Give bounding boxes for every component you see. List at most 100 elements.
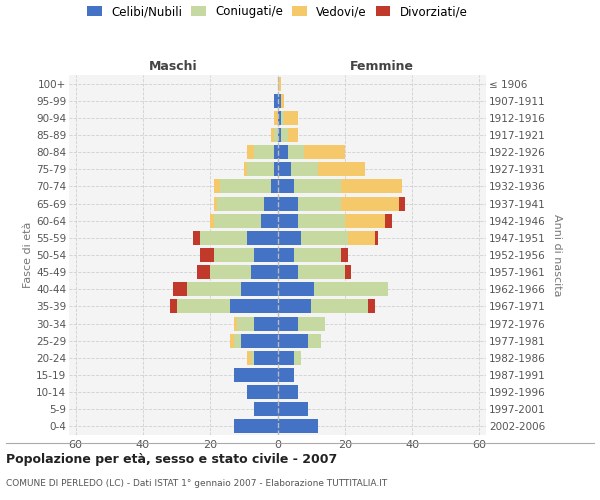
- Y-axis label: Fasce di età: Fasce di età: [23, 222, 33, 288]
- Bar: [304, 145, 345, 159]
- Bar: [277, 231, 301, 245]
- Bar: [237, 316, 254, 330]
- Bar: [277, 316, 298, 330]
- Bar: [214, 248, 254, 262]
- Bar: [260, 214, 277, 228]
- Bar: [247, 231, 277, 245]
- Bar: [200, 231, 247, 245]
- Bar: [277, 300, 311, 314]
- Bar: [385, 214, 392, 228]
- Bar: [341, 248, 348, 262]
- Bar: [234, 368, 277, 382]
- Bar: [193, 231, 200, 245]
- Bar: [277, 76, 281, 90]
- Bar: [247, 351, 251, 365]
- Bar: [348, 231, 375, 245]
- Bar: [187, 282, 241, 296]
- Bar: [298, 196, 341, 210]
- Bar: [254, 248, 277, 262]
- Bar: [247, 162, 274, 176]
- Bar: [398, 196, 405, 210]
- Bar: [254, 145, 274, 159]
- Bar: [277, 145, 287, 159]
- Bar: [277, 351, 295, 365]
- Bar: [251, 351, 254, 365]
- Bar: [277, 111, 281, 125]
- Bar: [291, 162, 318, 176]
- Bar: [281, 111, 284, 125]
- Bar: [210, 265, 251, 279]
- Y-axis label: Anni di nascita: Anni di nascita: [552, 214, 562, 296]
- Bar: [254, 402, 277, 416]
- Bar: [234, 316, 237, 330]
- Bar: [254, 316, 277, 330]
- Bar: [210, 214, 214, 228]
- Bar: [271, 180, 277, 194]
- Bar: [277, 402, 308, 416]
- Bar: [234, 420, 277, 434]
- Bar: [197, 265, 210, 279]
- Bar: [345, 214, 385, 228]
- Bar: [173, 282, 187, 296]
- Bar: [345, 265, 352, 279]
- Bar: [284, 111, 298, 125]
- Bar: [295, 248, 341, 262]
- Bar: [277, 368, 295, 382]
- Bar: [274, 162, 277, 176]
- Bar: [251, 265, 277, 279]
- Text: Femmine: Femmine: [350, 60, 414, 72]
- Bar: [274, 94, 277, 108]
- Text: COMUNE DI PERLEDO (LC) - Dati ISTAT 1° gennaio 2007 - Elaborazione TUTTITALIA.IT: COMUNE DI PERLEDO (LC) - Dati ISTAT 1° g…: [6, 479, 387, 488]
- Bar: [214, 196, 217, 210]
- Bar: [241, 282, 277, 296]
- Bar: [281, 94, 284, 108]
- Bar: [311, 300, 368, 314]
- Bar: [264, 196, 277, 210]
- Bar: [277, 196, 298, 210]
- Bar: [277, 420, 318, 434]
- Bar: [341, 196, 398, 210]
- Bar: [247, 385, 277, 399]
- Bar: [254, 351, 277, 365]
- Bar: [244, 162, 247, 176]
- Bar: [277, 248, 295, 262]
- Bar: [368, 300, 375, 314]
- Bar: [314, 282, 388, 296]
- Bar: [277, 334, 308, 347]
- Bar: [230, 300, 277, 314]
- Bar: [295, 180, 341, 194]
- Text: Popolazione per età, sesso e stato civile - 2007: Popolazione per età, sesso e stato civil…: [6, 452, 337, 466]
- Bar: [375, 231, 379, 245]
- Bar: [234, 334, 241, 347]
- Bar: [277, 162, 291, 176]
- Bar: [287, 128, 298, 142]
- Bar: [274, 111, 277, 125]
- Bar: [217, 196, 264, 210]
- Bar: [341, 180, 402, 194]
- Bar: [247, 145, 254, 159]
- Bar: [277, 214, 298, 228]
- Bar: [277, 128, 281, 142]
- Legend: Celibi/Nubili, Coniugati/e, Vedovi/e, Divorziati/e: Celibi/Nubili, Coniugati/e, Vedovi/e, Di…: [84, 2, 471, 22]
- Bar: [220, 180, 271, 194]
- Bar: [214, 214, 260, 228]
- Bar: [301, 231, 348, 245]
- Bar: [241, 334, 277, 347]
- Bar: [298, 265, 345, 279]
- Bar: [277, 180, 295, 194]
- Bar: [298, 214, 345, 228]
- Bar: [170, 300, 176, 314]
- Bar: [318, 162, 365, 176]
- Bar: [277, 94, 281, 108]
- Bar: [277, 385, 298, 399]
- Bar: [176, 300, 230, 314]
- Bar: [298, 316, 325, 330]
- Bar: [287, 145, 304, 159]
- Bar: [200, 248, 214, 262]
- Bar: [274, 128, 277, 142]
- Bar: [295, 351, 301, 365]
- Bar: [230, 334, 234, 347]
- Bar: [274, 145, 277, 159]
- Bar: [277, 265, 298, 279]
- Text: Maschi: Maschi: [149, 60, 197, 72]
